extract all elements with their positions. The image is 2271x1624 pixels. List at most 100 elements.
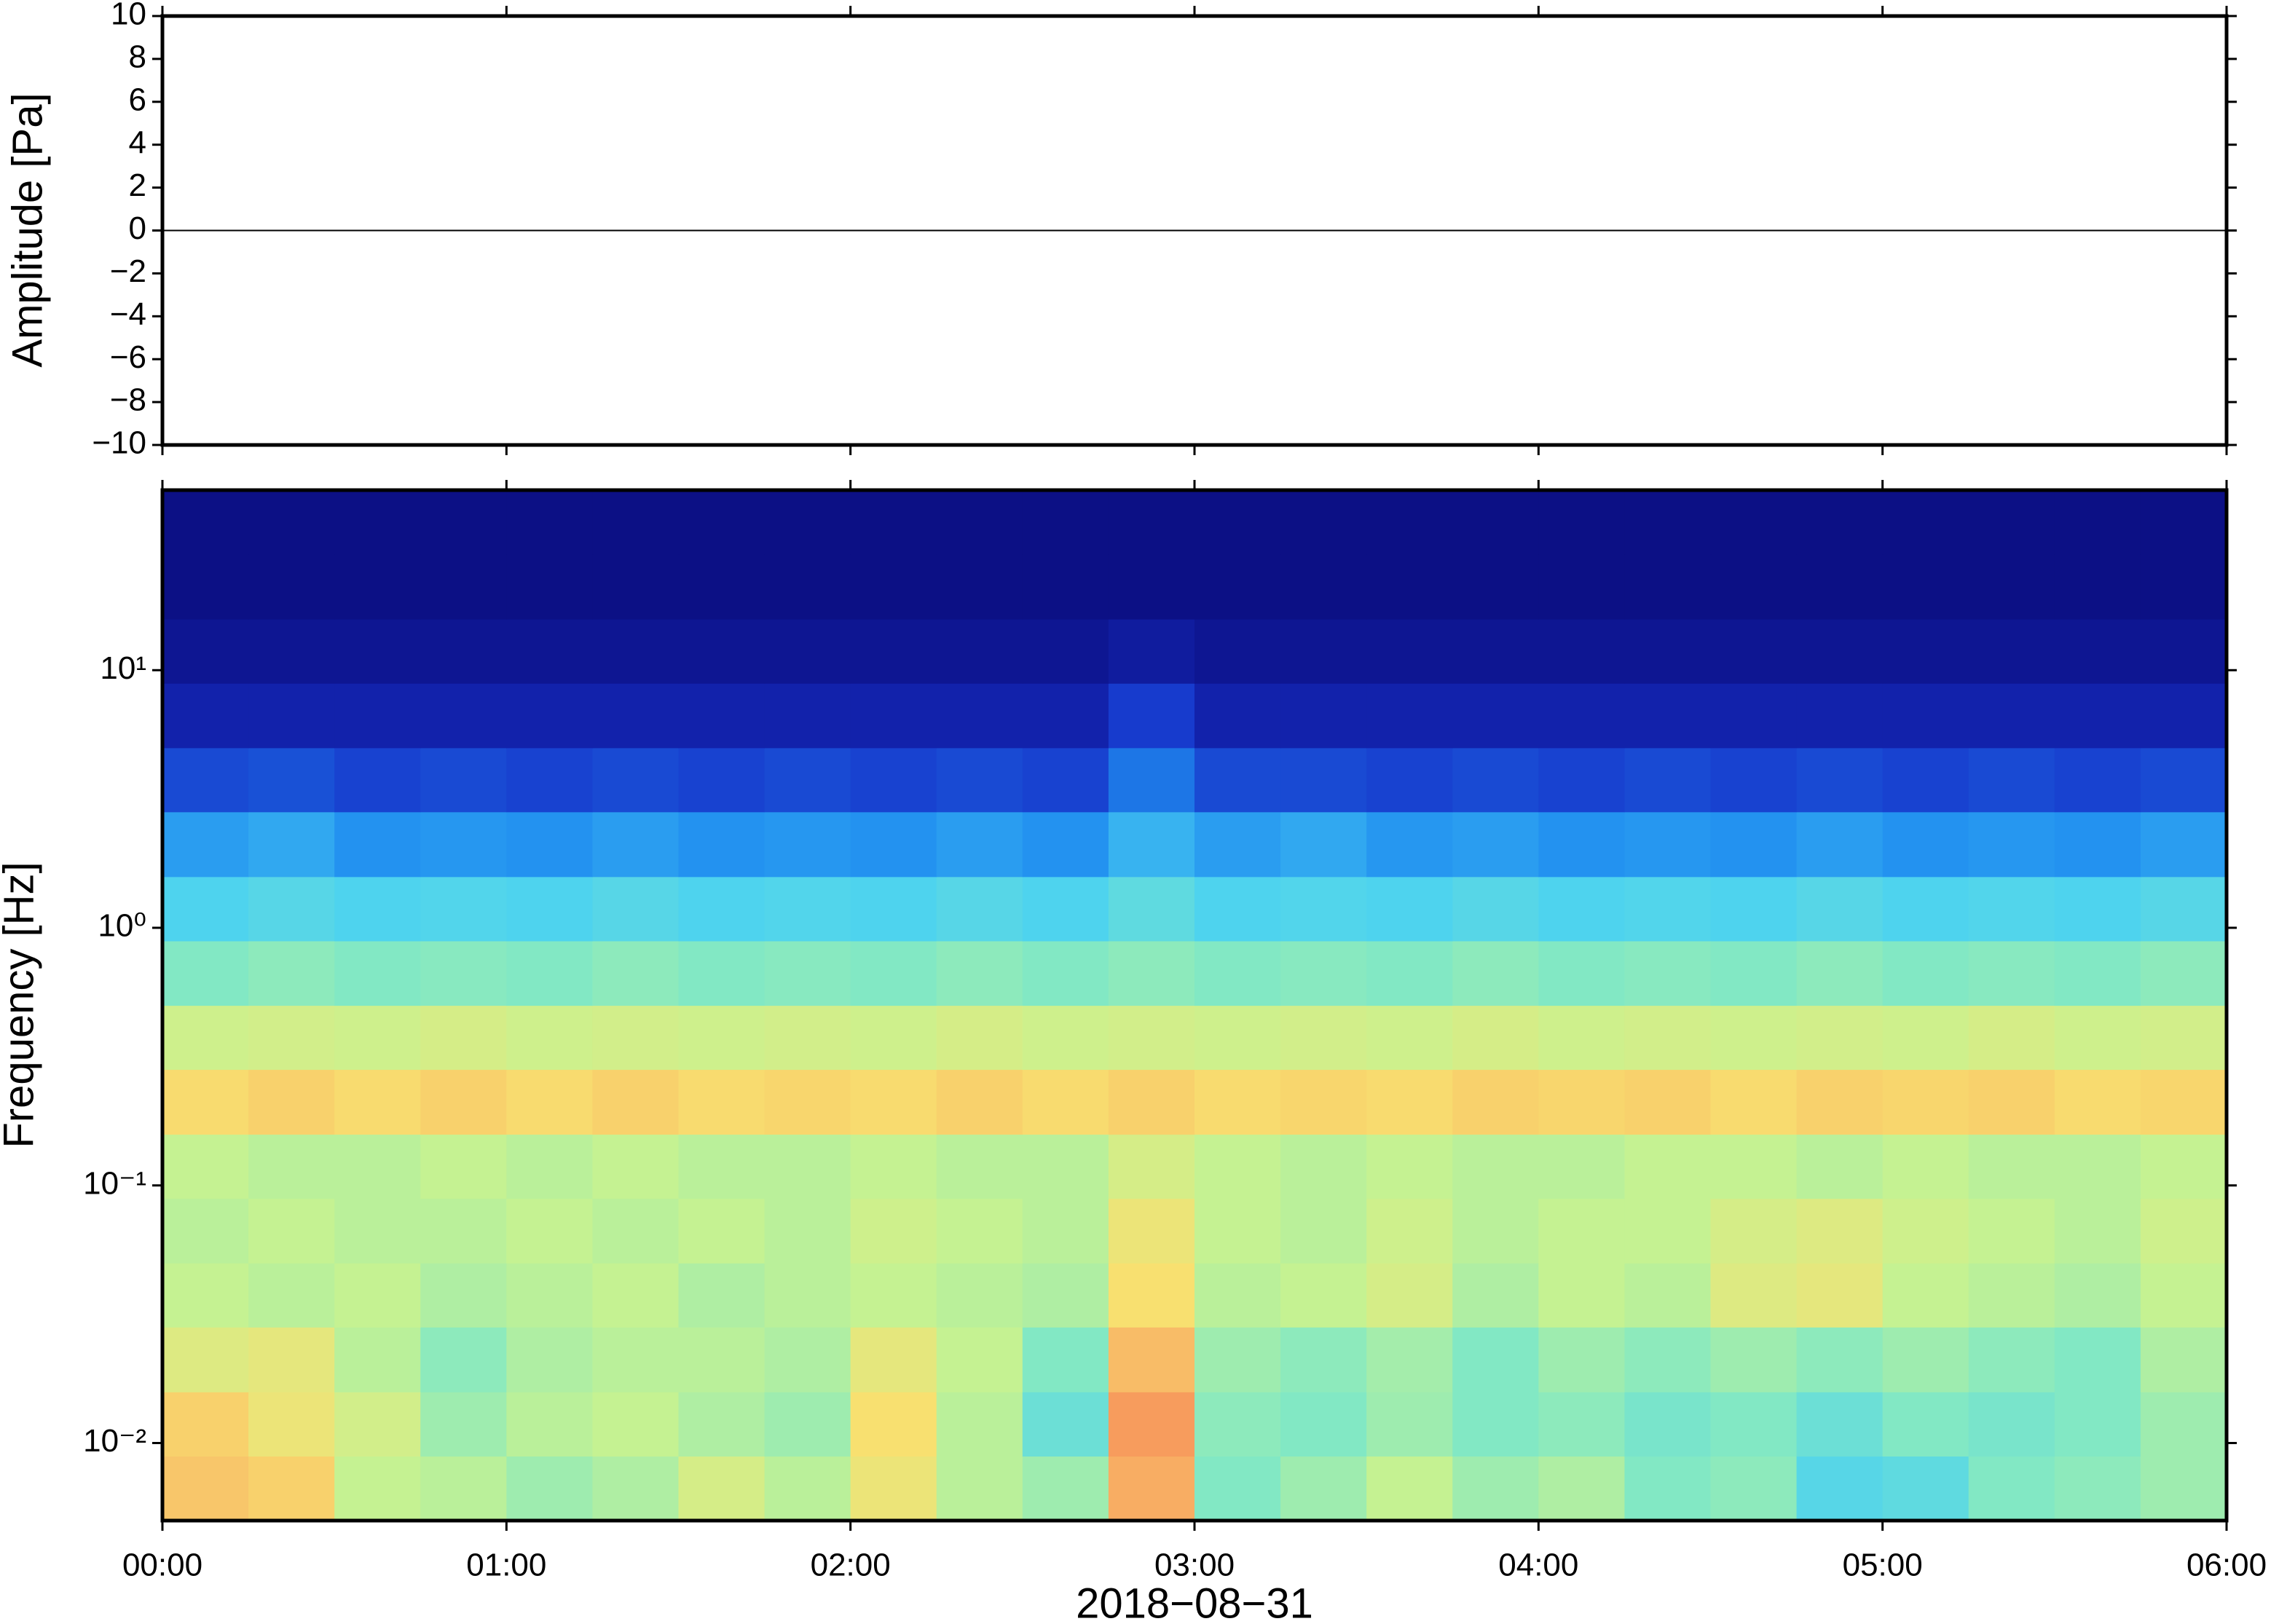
heatmap-cell	[506, 940, 594, 1006]
heatmap-cell	[334, 1327, 421, 1392]
heatmap-cell	[1280, 618, 1367, 684]
heatmap-cell	[850, 1456, 937, 1521]
heatmap-cell	[162, 811, 249, 878]
heatmap-cell	[1538, 683, 1626, 749]
heatmap-cell	[850, 553, 937, 620]
heatmap-cell	[1710, 1263, 1798, 1328]
x-tick-label: 05:00	[1843, 1548, 1923, 1583]
heatmap-cell	[1366, 1263, 1453, 1328]
heatmap-cell	[248, 553, 335, 620]
heatmap-cell	[1452, 618, 1539, 684]
heatmap-cell	[2054, 1392, 2141, 1457]
heatmap-cell	[2140, 553, 2227, 620]
heatmap-cell	[420, 940, 507, 1006]
heatmap-cell	[1624, 618, 1712, 684]
heatmap-cell	[334, 811, 421, 878]
heatmap-cell	[936, 683, 1023, 749]
heatmap-cell	[1538, 1263, 1626, 1328]
heatmap-cell	[1280, 1005, 1367, 1071]
heatmap-cell	[1968, 1134, 2055, 1199]
heatmap-cell	[936, 1005, 1023, 1071]
heatmap-cell	[2140, 1327, 2227, 1392]
heatmap-cell	[1882, 1069, 1969, 1135]
heatmap-cell	[1366, 747, 1453, 813]
heatmap-cell	[850, 618, 937, 684]
y-tick-label: −10	[92, 425, 146, 461]
heatmap-cell	[162, 1005, 249, 1071]
heatmap-cell	[1624, 747, 1712, 813]
heatmap-cell	[162, 940, 249, 1006]
heatmap-cell	[1538, 1134, 1626, 1199]
heatmap-cell	[2054, 1134, 2141, 1199]
heatmap-cell	[592, 811, 680, 878]
heatmap-cell	[506, 1263, 594, 1328]
heatmap-cell	[936, 1327, 1023, 1392]
heatmap-cell	[1538, 553, 1626, 620]
y-tick-label: 0	[129, 210, 146, 246]
heatmap-cell	[1710, 1198, 1798, 1264]
heatmap-cell	[850, 1392, 937, 1457]
heatmap-cell	[1022, 490, 1109, 555]
heatmap-cell	[1366, 811, 1453, 878]
heatmap-cell	[1108, 553, 1195, 620]
heatmap-cell	[248, 618, 335, 684]
heatmap-cell	[1108, 811, 1195, 878]
heatmap-cell	[1538, 747, 1626, 813]
heatmap-cell	[1022, 1456, 1109, 1521]
heatmap-cell	[1624, 553, 1712, 620]
heatmap-cell	[162, 1327, 249, 1392]
heatmap-cell	[162, 553, 249, 620]
heatmap-cell	[1022, 1005, 1109, 1071]
heatmap-cell	[1452, 1134, 1539, 1199]
heatmap-cell	[678, 553, 765, 620]
heatmap-cell	[1968, 1069, 2055, 1135]
heatmap-cell	[1108, 1005, 1195, 1071]
heatmap-cell	[1194, 683, 1281, 749]
heatmap-cell	[764, 811, 851, 878]
heatmap-cell	[334, 940, 421, 1006]
heatmap-cell	[2054, 747, 2141, 813]
heatmap-cell	[936, 553, 1023, 620]
heatmap-cell	[334, 1134, 421, 1199]
heatmap-cell	[764, 490, 851, 555]
heatmap-cell	[1796, 1456, 1884, 1521]
heatmap-cell	[678, 1263, 765, 1328]
heatmap-cell	[764, 1327, 851, 1392]
heatmap-cell	[1280, 747, 1367, 813]
heatmap-cell	[2054, 1069, 2141, 1135]
heatmap-cell	[850, 747, 937, 813]
heatmap-cell	[2054, 1198, 2141, 1264]
heatmap-cell	[678, 876, 765, 942]
y-tick-label: 6	[129, 82, 146, 117]
heatmap-cell	[1280, 1392, 1367, 1457]
heatmap-cell	[592, 618, 680, 684]
heatmap-cell	[850, 1005, 937, 1071]
heatmap-cell	[764, 1263, 851, 1328]
heatmap-cell	[162, 747, 249, 813]
heatmap-cell	[1452, 940, 1539, 1006]
heatmap-cell	[506, 747, 594, 813]
heatmap-cell	[1624, 1327, 1712, 1392]
heatmap-cell	[1968, 811, 2055, 878]
heatmap-cell	[850, 490, 937, 555]
heatmap-cell	[1796, 618, 1884, 684]
heatmap-cell	[334, 618, 421, 684]
heatmap-cell	[1108, 1134, 1195, 1199]
heatmap-cell	[2140, 1134, 2227, 1199]
heatmap-cell	[1882, 1327, 1969, 1392]
heatmap-cell	[248, 1456, 335, 1521]
heatmap-cell	[592, 683, 680, 749]
heatmap-cell	[506, 811, 594, 878]
heatmap-cell	[2140, 618, 2227, 684]
heatmap-cell	[162, 1456, 249, 1521]
heatmap-cell	[1452, 811, 1539, 878]
heatmap-cell	[420, 1327, 507, 1392]
heatmap-cell	[2140, 747, 2227, 813]
heatmap-cell	[1022, 940, 1109, 1006]
y-tick-label: 10⁰	[98, 908, 146, 944]
heatmap-cell	[764, 1456, 851, 1521]
heatmap-cell	[1796, 490, 1884, 555]
y-tick-label: −6	[110, 339, 146, 375]
heatmap-cell	[162, 1198, 249, 1264]
heatmap-cell	[334, 1198, 421, 1264]
